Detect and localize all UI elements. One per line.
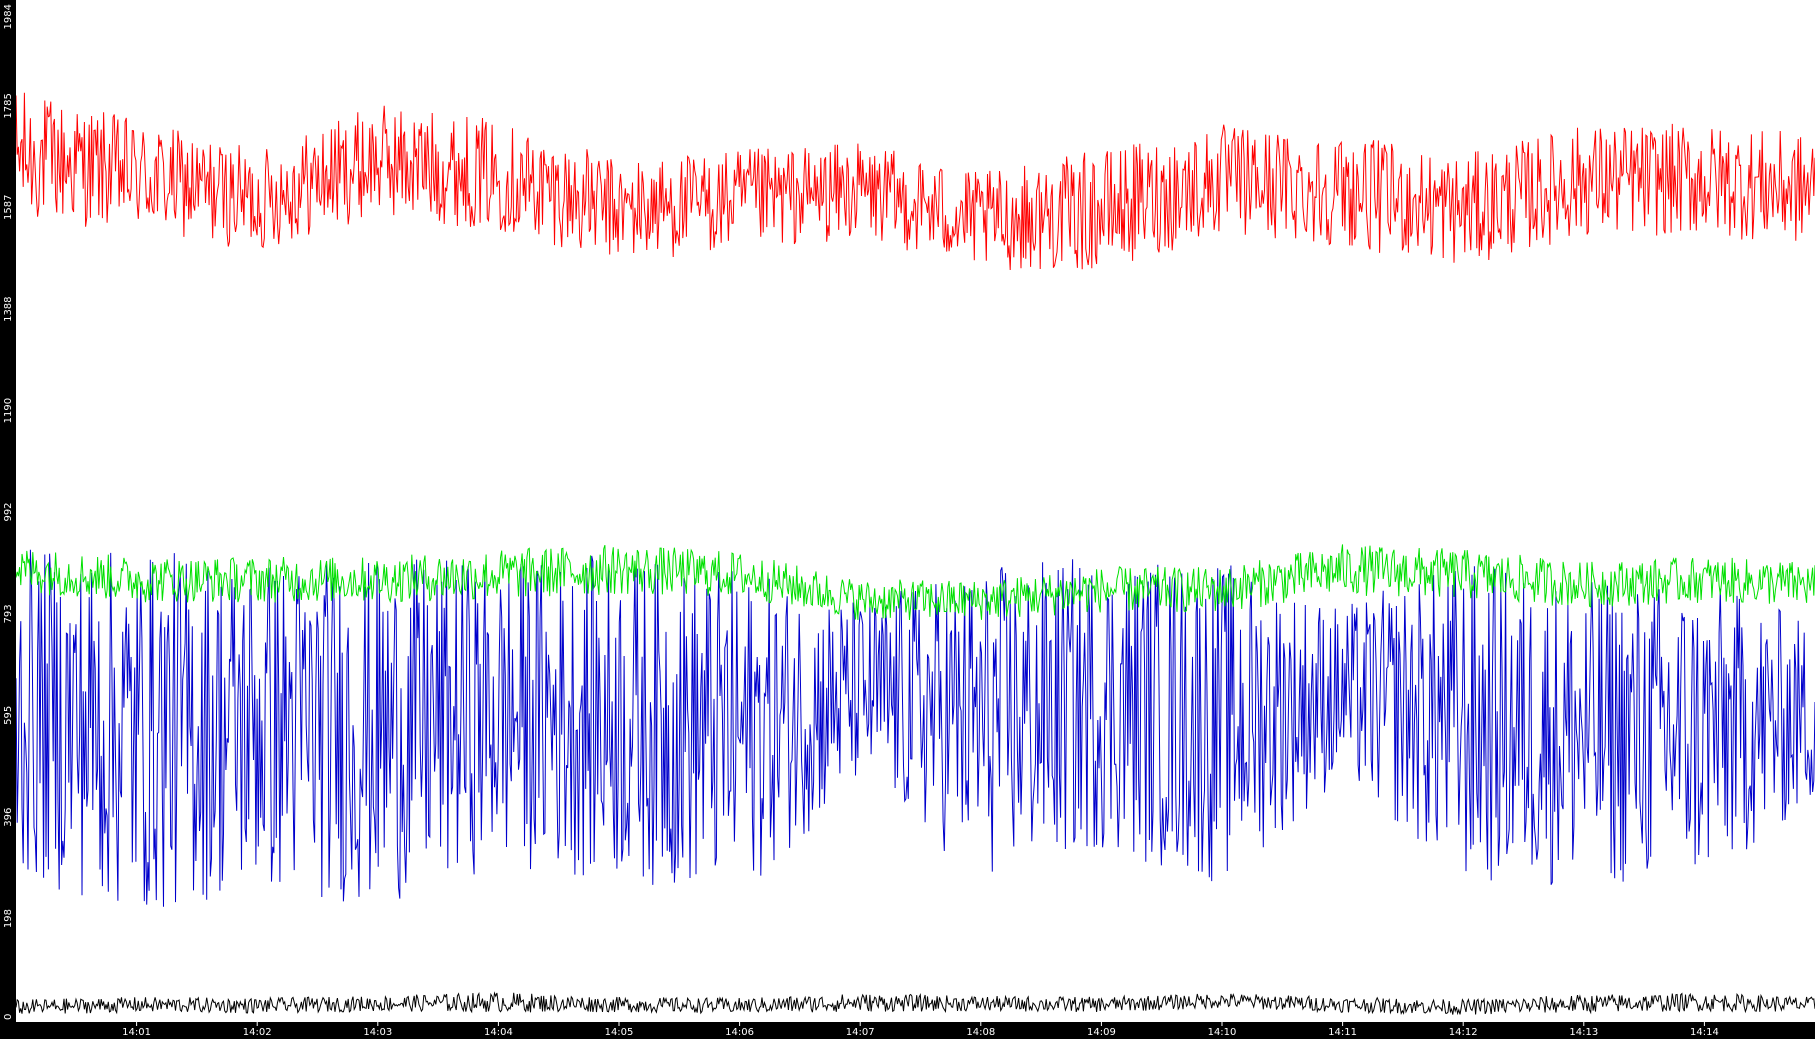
x-tick-label: 14:14 <box>1690 1027 1719 1038</box>
x-tick-label: 14:11 <box>1328 1027 1357 1038</box>
series-line-2 <box>15 549 1815 907</box>
y-tick-label: 1190 <box>3 398 14 423</box>
y-tick-label: 0 <box>3 1014 14 1020</box>
y-tick-label: 1984 <box>3 4 14 29</box>
y-tick-label: 396 <box>3 808 14 827</box>
y-tick-labels: 0 198 396 595 793 992 1190 1388 1587 1785 1984 <box>3 4 14 1020</box>
x-tick-label: 14:08 <box>966 1027 995 1038</box>
series-line-1 <box>15 544 1815 621</box>
series-layer <box>15 92 1815 1016</box>
x-tick-label: 14:13 <box>1569 1027 1598 1038</box>
y-tick-label: 1587 <box>3 195 14 220</box>
x-tick-label: 14:01 <box>122 1027 151 1038</box>
y-tick-label: 992 <box>3 502 14 521</box>
series-line-3 <box>15 991 1815 1016</box>
x-tick-label: 14:06 <box>725 1027 754 1038</box>
x-tick-label: 14:04 <box>484 1027 513 1038</box>
y-tick-label: 793 <box>3 604 14 623</box>
y-tick-label: 198 <box>3 909 14 928</box>
y-tick-label: 1785 <box>3 93 14 118</box>
x-tick-label: 14:03 <box>363 1027 392 1038</box>
x-tick-label: 14:12 <box>1449 1027 1478 1038</box>
y-tick-label: 595 <box>3 706 14 725</box>
y-tick-label: 1388 <box>3 296 14 321</box>
x-tick-label: 14:05 <box>605 1027 634 1038</box>
y-axis-bar <box>0 0 16 1039</box>
x-axis-bar <box>0 1022 1815 1039</box>
x-tick-labels: 14:01 14:02 14:03 14:04 14:05 14:06 14:07 14:08… <box>122 1022 1719 1038</box>
x-tick-label: 14:07 <box>846 1027 875 1038</box>
x-tick-label: 14:09 <box>1087 1027 1116 1038</box>
x-tick-label: 14:02 <box>243 1027 272 1038</box>
x-tick-label: 14:10 <box>1208 1027 1237 1038</box>
series-line-0 <box>15 92 1815 271</box>
